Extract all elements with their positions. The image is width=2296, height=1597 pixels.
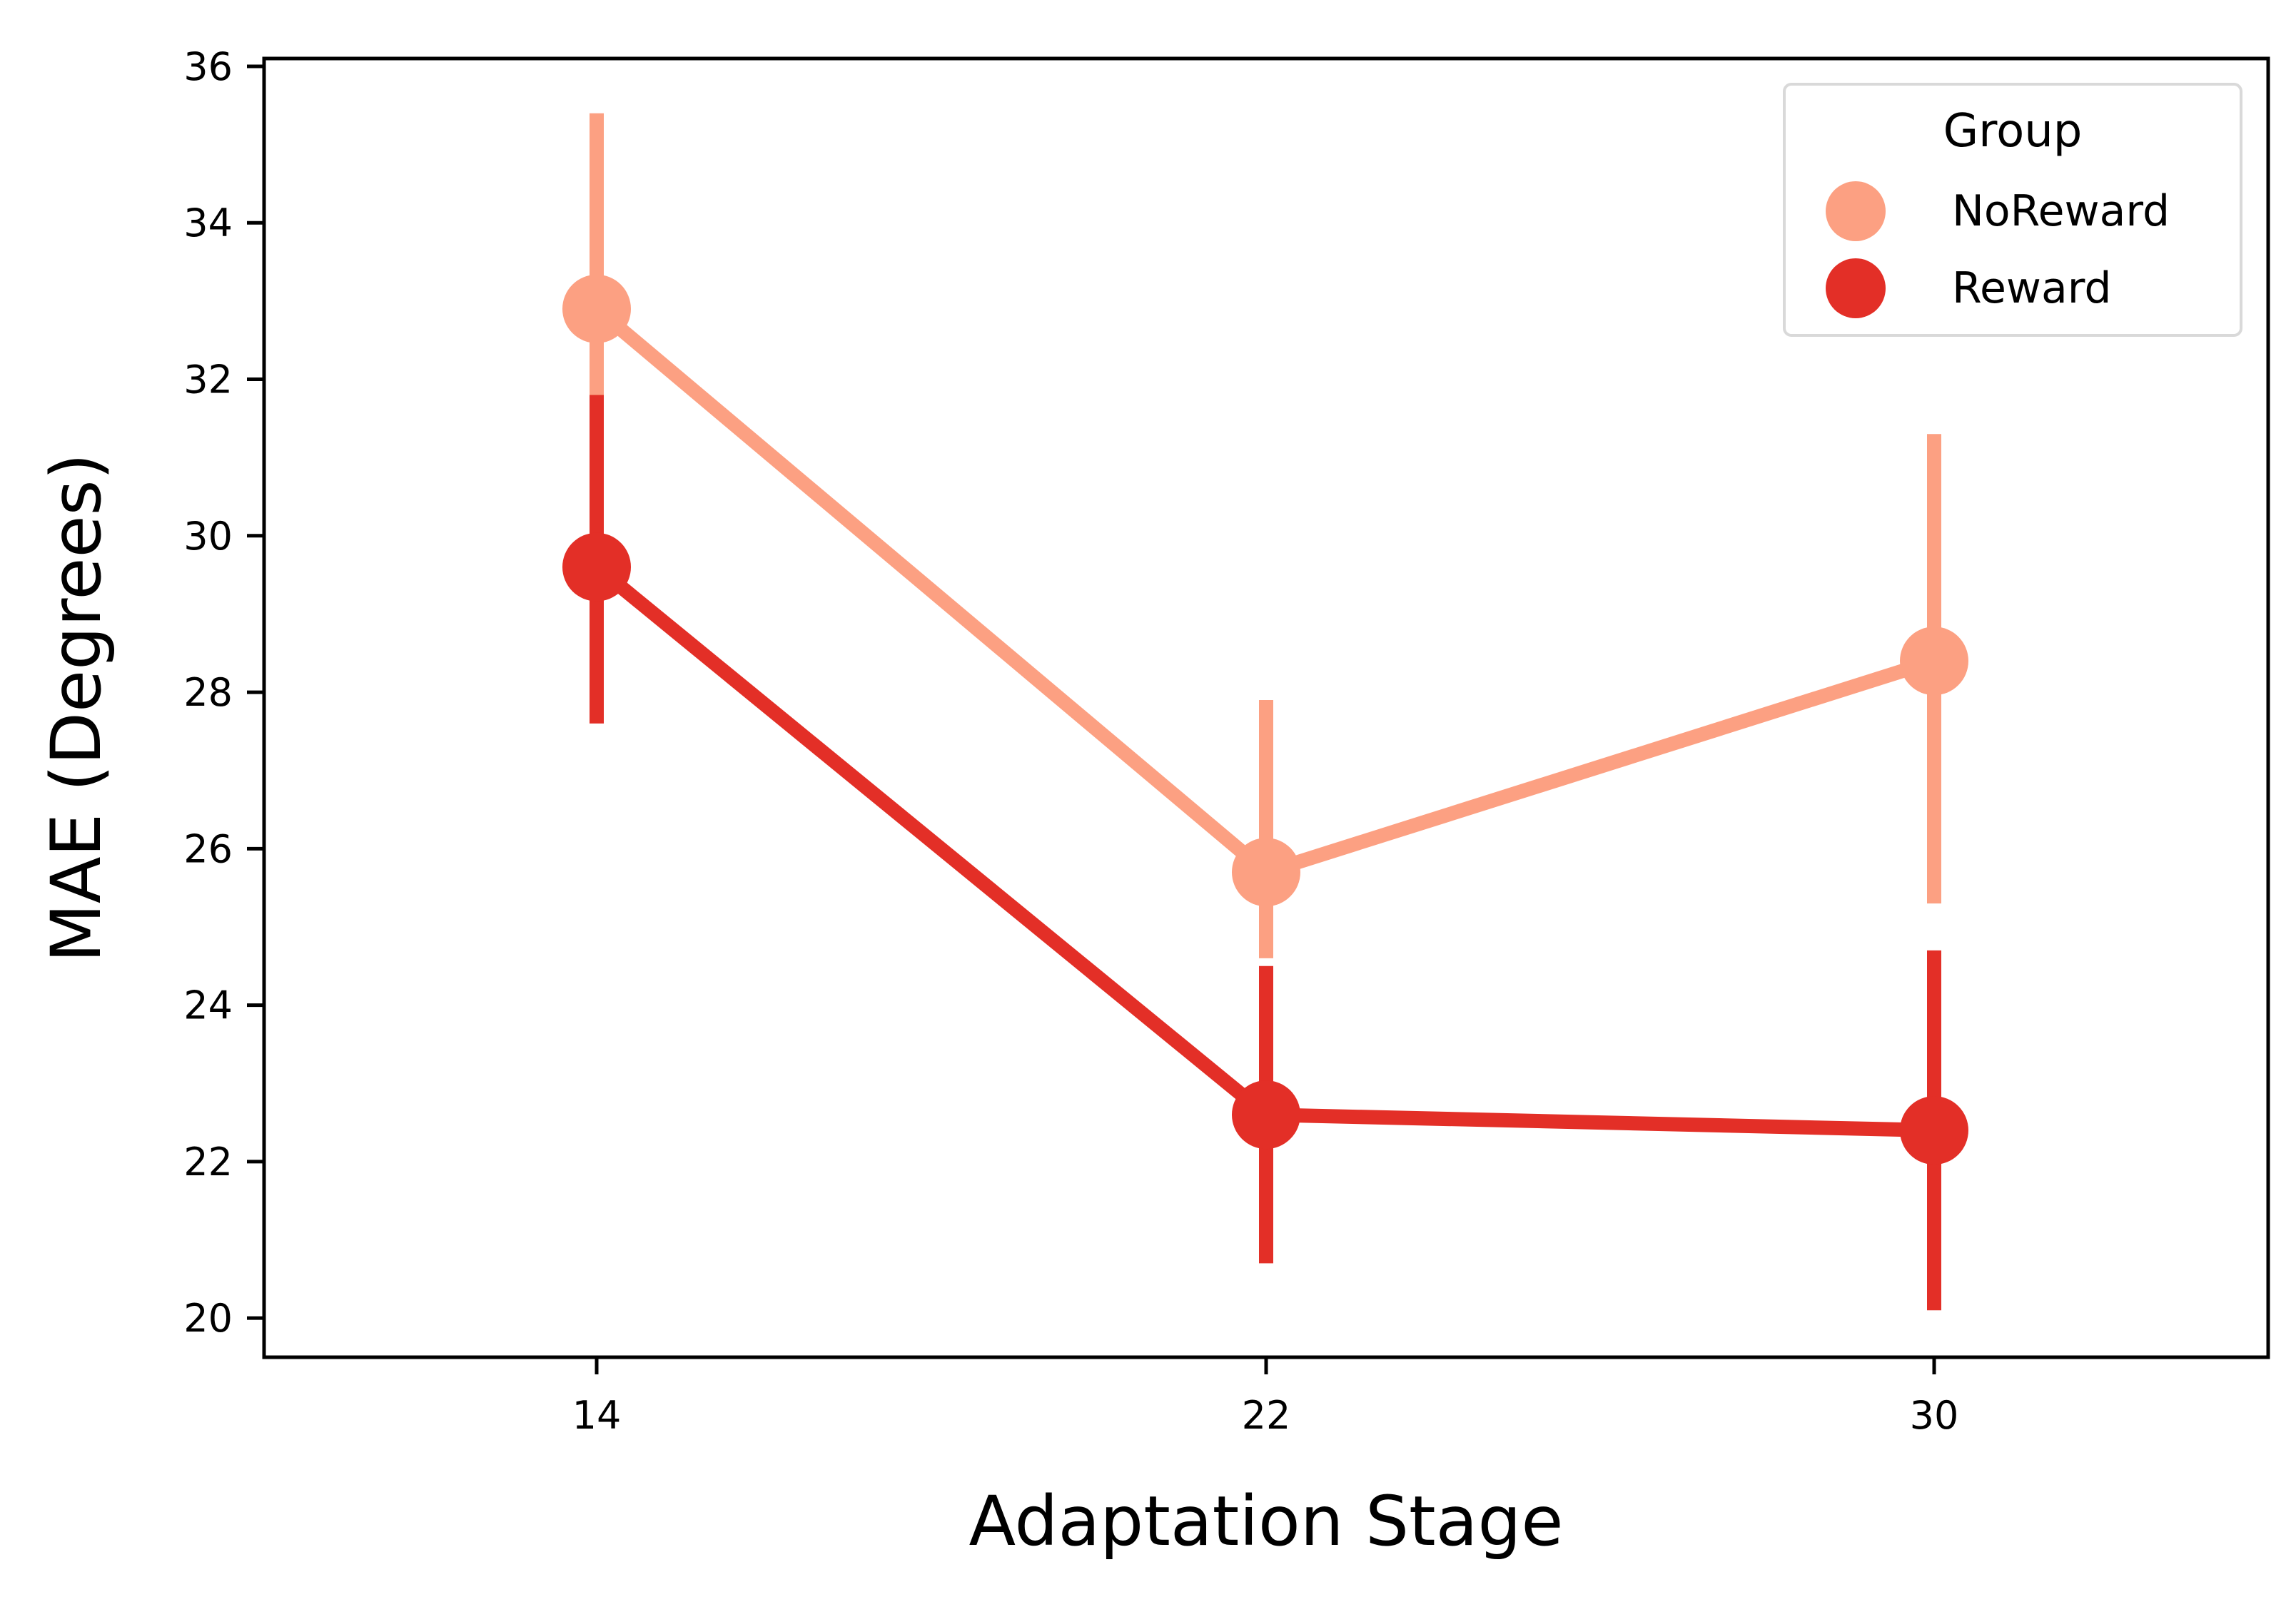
legend-title: Group xyxy=(1943,105,2083,158)
series-noreward xyxy=(562,113,1968,958)
point-reward-22 xyxy=(1232,1080,1300,1150)
x-tick-label-22: 22 xyxy=(1242,1393,1291,1438)
legend-marker-noreward xyxy=(1826,181,1886,241)
point-reward-14 xyxy=(562,532,631,602)
y-tick-label-26: 26 xyxy=(183,826,233,871)
x-axis: 14 22 30 xyxy=(572,1357,1959,1438)
y-tick-label-28: 28 xyxy=(183,670,233,715)
point-noreward-22 xyxy=(1232,838,1300,907)
legend: Group NoReward Reward xyxy=(1783,83,2242,337)
legend-label-reward: Reward xyxy=(1952,263,2111,313)
x-tick-label-14: 14 xyxy=(572,1393,622,1438)
y-tick-label-22: 22 xyxy=(183,1140,233,1185)
y-tick-label-36: 36 xyxy=(183,44,233,89)
x-tick-label-30: 30 xyxy=(1910,1393,1959,1438)
y-axis: 20 22 24 26 28 30 32 34 36 xyxy=(183,44,264,1341)
point-noreward-30 xyxy=(1900,627,1968,696)
legend-marker-reward xyxy=(1826,258,1886,318)
y-tick-label-34: 34 xyxy=(183,201,233,245)
series-reward xyxy=(562,395,1968,1311)
legend-label-noreward: NoReward xyxy=(1952,186,2170,236)
x-axis-title: Adaptation Stage xyxy=(969,1481,1564,1561)
legend-box xyxy=(1783,83,2242,337)
y-axis-title: MAE (Degrees) xyxy=(36,453,116,963)
point-noreward-14 xyxy=(562,274,631,343)
y-tick-label-24: 24 xyxy=(183,983,233,1028)
y-tick-label-20: 20 xyxy=(183,1296,233,1341)
plot-area xyxy=(562,113,1968,1311)
point-reward-30 xyxy=(1900,1096,1968,1165)
y-tick-label-30: 30 xyxy=(183,514,233,559)
y-tick-label-32: 32 xyxy=(183,358,233,402)
